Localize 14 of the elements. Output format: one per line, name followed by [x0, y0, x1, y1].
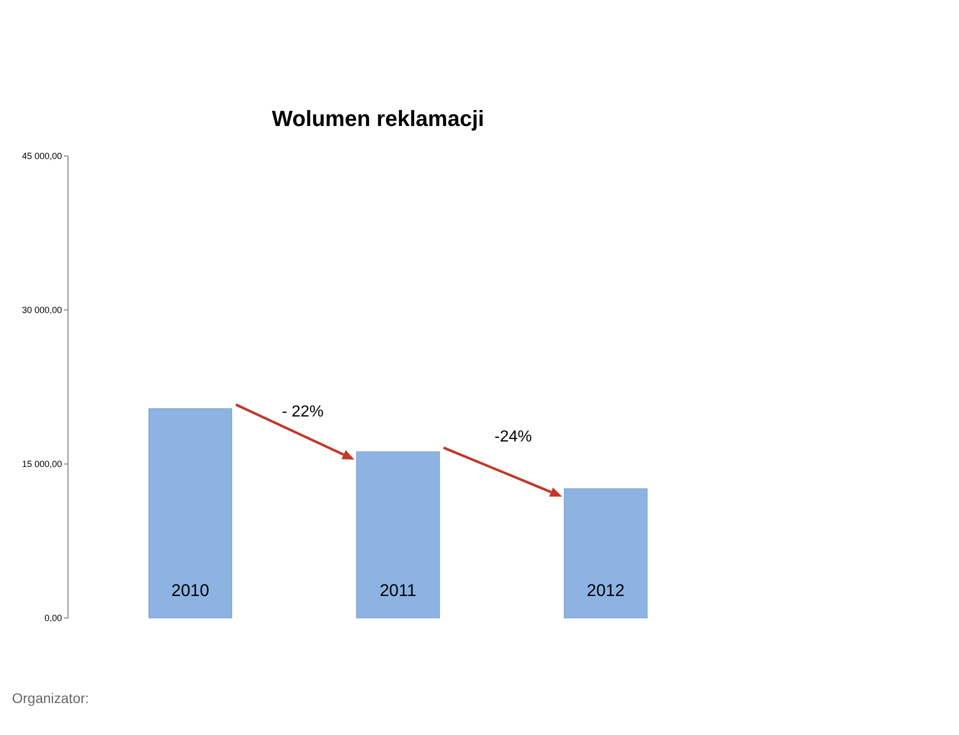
y-tick-label: 30 000,00: [22, 305, 62, 316]
bar: [564, 488, 648, 618]
annotation: - 22%: [282, 404, 324, 421]
chart-title: Wolumen reklamacji: [272, 106, 484, 131]
bar: [356, 451, 440, 618]
y-tick-label: 0,00: [44, 613, 62, 624]
text: Organizator:: [12, 690, 90, 706]
y-tick-label: 15 000,00: [22, 459, 62, 470]
x-tick-label: 2011: [380, 581, 416, 600]
x-tick-label: 2010: [171, 581, 210, 600]
annotation: -24%: [494, 428, 532, 446]
x-tick-label: 2012: [586, 581, 625, 600]
y-tick-label: 45 000,00: [22, 151, 62, 162]
bar: [148, 408, 232, 618]
